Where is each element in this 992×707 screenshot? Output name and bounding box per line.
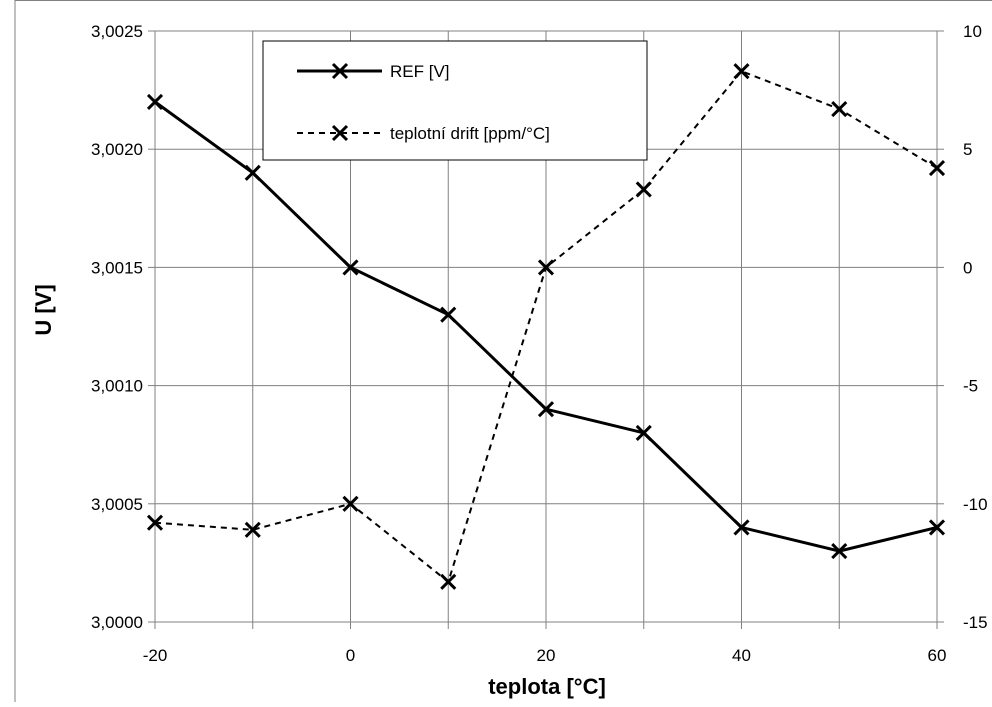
data-point-marker xyxy=(831,100,848,118)
x-axis-title: teplota [°C] xyxy=(488,674,606,699)
y-tick-label: 3,0020 xyxy=(91,140,143,159)
data-point-marker xyxy=(733,519,750,536)
legend-marker-drift xyxy=(331,124,349,142)
y2-tick-label: 10 xyxy=(963,22,982,41)
y2-tick-label: -10 xyxy=(963,495,988,514)
data-point-marker xyxy=(440,573,457,590)
data-point-marker xyxy=(928,519,946,536)
legend-marker-ref xyxy=(331,62,349,80)
data-point-marker xyxy=(146,514,164,531)
y2-tick-label: -15 xyxy=(963,613,988,632)
data-point-marker xyxy=(831,543,848,560)
y-tick-label: 3,0005 xyxy=(91,495,143,514)
x-tick-label: -20 xyxy=(143,646,168,665)
y-tick-label: 3,0015 xyxy=(91,258,143,277)
y2-tick-label: -5 xyxy=(963,377,978,396)
legend-entry-drift: teplotní drift [ppm/°C] xyxy=(297,124,550,143)
data-point-marker xyxy=(244,164,261,181)
data-point-marker xyxy=(146,93,164,110)
data-point-marker xyxy=(342,259,359,276)
tick-labels: 3,0000 3,0005 3,0010 3,0015 3,0020 3,0025 -15 -… xyxy=(91,22,988,665)
y2-tick-label: 0 xyxy=(963,258,972,277)
data-point-marker xyxy=(635,424,652,441)
plot-area xyxy=(154,30,938,623)
y-tick-label: 3,0000 xyxy=(91,613,143,632)
x-tick-label: 60 xyxy=(928,646,947,665)
y2-tick-label: 5 xyxy=(963,140,972,159)
legend-box xyxy=(262,40,648,161)
data-point-marker xyxy=(537,401,555,418)
data-point-marker xyxy=(342,495,359,512)
x-tick-label: 40 xyxy=(732,646,751,665)
legend-label-drift: teplotní drift [ppm/°C] xyxy=(390,124,550,143)
data-point-marker xyxy=(537,259,555,276)
data-point-marker xyxy=(928,160,946,177)
x-tick-label: 0 xyxy=(346,646,355,665)
legend-entry-ref: REF [V] xyxy=(297,62,450,81)
data-point-marker xyxy=(635,181,652,198)
y-tick-label: 3,0025 xyxy=(91,22,143,41)
legend: REF [V] teplotní drift [ppm/°C] xyxy=(262,40,648,161)
data-point-marker xyxy=(733,63,750,80)
x-tick-label: 20 xyxy=(537,646,556,665)
data-point-marker xyxy=(440,306,457,323)
series-group xyxy=(146,63,946,590)
y-axis-title: U [V] xyxy=(31,284,56,335)
axes xyxy=(148,30,944,629)
y-tick-label: 3,0010 xyxy=(91,377,143,396)
data-point-marker xyxy=(244,521,261,538)
legend-label-ref: REF [V] xyxy=(390,62,450,81)
